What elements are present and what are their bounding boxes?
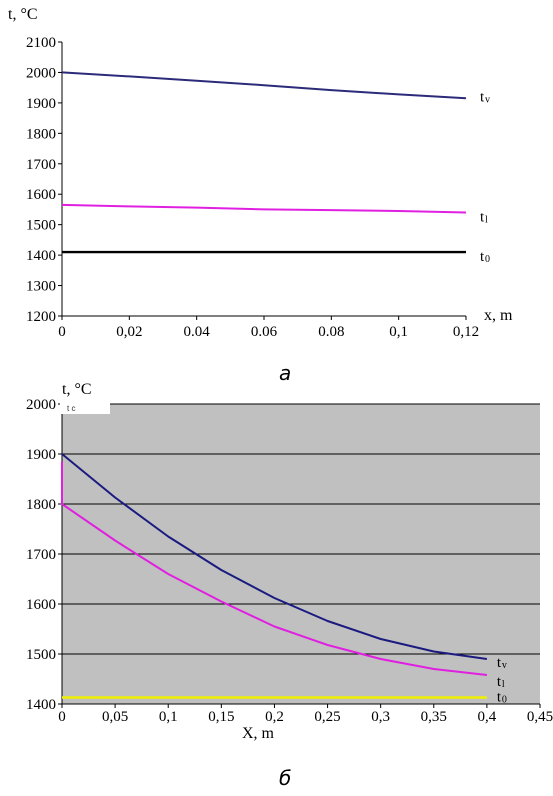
x-tick-label: 0,3 (371, 709, 390, 725)
chart-b-series-labels: t vt lt 0 (497, 655, 507, 706)
x-tick-label: 0 (58, 709, 66, 725)
chart-a-y-axis-label: t, °C (8, 6, 38, 23)
x-tick-label: 0.08 (318, 324, 344, 340)
chart-b-x-ticks: 0 0,05 0,1 0,15 0,2 0,25 0,3 0,35 0,4 0,45 (58, 704, 553, 725)
x-tick-label: 0,25 (314, 709, 340, 725)
chart-b-y-axis-small-label: t c (67, 404, 75, 413)
x-tick-label: 0.06 (251, 324, 278, 340)
x-tick-label: 0.04 (184, 324, 211, 340)
y-tick-label: 1400 (26, 248, 56, 264)
y-tick-label: 2000 (26, 65, 56, 81)
series-label-sub-t0: 0 (502, 695, 507, 706)
x-tick-label: 0,1 (389, 324, 408, 340)
chart-a: 0 0,02 0.04 0.06 0.08 0,1 0,12 1200 1300 1400 150… (8, 6, 513, 385)
series-line-tv (61, 453, 488, 660)
y-tick-label: 1500 (26, 218, 56, 234)
chart-b: 0 0,05 0,1 0,15 0,2 0,25 0,3 0,35 0,4 0,45 1400 15… (26, 378, 553, 790)
x-tick-label: 0,35 (421, 709, 447, 725)
series-line-tl (61, 461, 488, 676)
chart-b-x-axis-label: X, m (242, 725, 275, 742)
y-tick-label: 1800 (26, 497, 56, 513)
y-tick-label: 1800 (26, 126, 56, 142)
chart-b-y-label-box (60, 378, 110, 414)
chart-a-series (61, 71, 467, 254)
y-tick-label: 2000 (26, 397, 56, 413)
x-tick-label: 0,4 (478, 709, 497, 725)
series-label-t0: t (497, 690, 502, 706)
y-tick-label: 1600 (26, 597, 56, 613)
series-label-sub-tl: l (485, 214, 488, 225)
chart-b-y-ticks: 1400 1500 1600 1700 1800 1900 2000 (26, 397, 62, 713)
series-label-t0: t (480, 249, 485, 265)
x-tick-label: 0,02 (116, 324, 142, 340)
series-label-tl: t (480, 209, 485, 225)
chart-a-series-labels: t vt lt 0 (480, 89, 490, 265)
x-tick-label: 0,15 (208, 709, 234, 725)
x-tick-label: 0,05 (102, 709, 128, 725)
x-tick-label: 0,12 (453, 324, 479, 340)
series-label-sub-tv: v (485, 94, 490, 105)
chart-a-caption: а (279, 361, 291, 385)
chart-b-caption: б (279, 766, 291, 790)
y-tick-label: 1900 (26, 96, 56, 112)
chart-a-x-ticks: 0 0,02 0.04 0.06 0.08 0,1 0,12 (58, 316, 479, 340)
chart-b-gridlines (62, 403, 540, 655)
y-tick-label: 2100 (26, 35, 56, 51)
x-tick-label: 0,1 (159, 709, 178, 725)
series-label-tv: t (480, 89, 485, 105)
y-tick-label: 1600 (26, 187, 56, 203)
y-tick-label: 1200 (26, 309, 56, 325)
y-tick-label: 1300 (26, 279, 56, 295)
series-label-sub-tl: l (502, 679, 505, 690)
y-tick-label: 1400 (26, 697, 56, 713)
x-tick-label: 0,45 (527, 709, 553, 725)
series-label-sub-tv: v (502, 660, 507, 671)
y-tick-label: 1700 (26, 157, 56, 173)
series-label-sub-t0: 0 (485, 254, 490, 265)
y-tick-label: 1500 (26, 647, 56, 663)
series-line-tv (61, 71, 467, 100)
y-tick-label: 1700 (26, 547, 56, 563)
series-label-tl: t (497, 674, 502, 690)
series-line-tl (61, 203, 467, 214)
chart-b-y-axis-label: t, °C (62, 381, 92, 398)
series-label-tv: t (497, 655, 502, 671)
x-tick-label: 0 (58, 324, 66, 340)
y-tick-label: 1900 (26, 447, 56, 463)
x-tick-label: 0,2 (265, 709, 284, 725)
chart-b-series (61, 453, 488, 699)
chart-a-y-ticks: 1200 1300 1400 1500 1600 1700 1800 1900 2000 2100 (26, 35, 62, 325)
chart-a-x-axis-label: x, m (484, 307, 513, 324)
